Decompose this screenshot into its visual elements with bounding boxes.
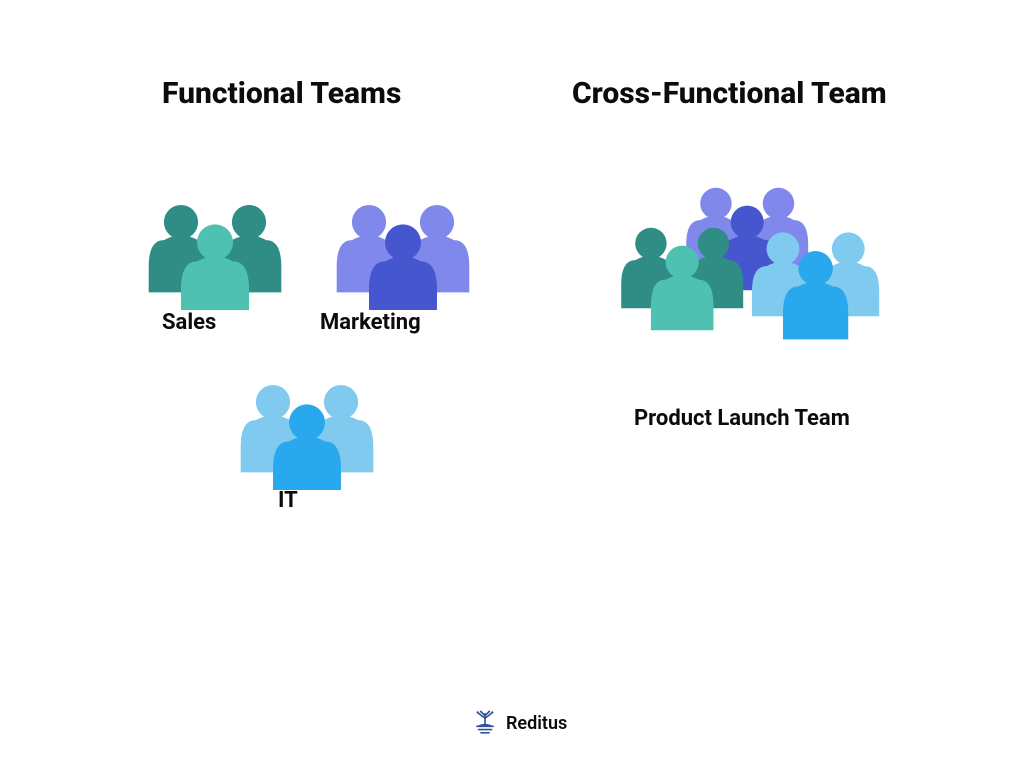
team-label-product-launch: Product Launch Team — [634, 406, 850, 431]
brand-name: Reditus — [506, 713, 567, 734]
infographic-canvas: Functional Teams Cross-Functional Team S… — [0, 0, 1024, 768]
left-section-title: Functional Teams — [162, 76, 401, 111]
team-group-marketing — [318, 190, 488, 314]
brand-logo: Reditus — [472, 710, 567, 736]
team-group-it — [222, 370, 392, 494]
cross-functional-cluster — [598, 170, 898, 374]
team-label-marketing: Marketing — [320, 310, 421, 335]
brand-tree-icon — [472, 710, 498, 736]
right-section-title: Cross-Functional Team — [572, 76, 887, 111]
team-label-it: IT — [278, 488, 298, 513]
team-label-sales: Sales — [162, 310, 216, 335]
team-group-sales — [130, 190, 300, 314]
